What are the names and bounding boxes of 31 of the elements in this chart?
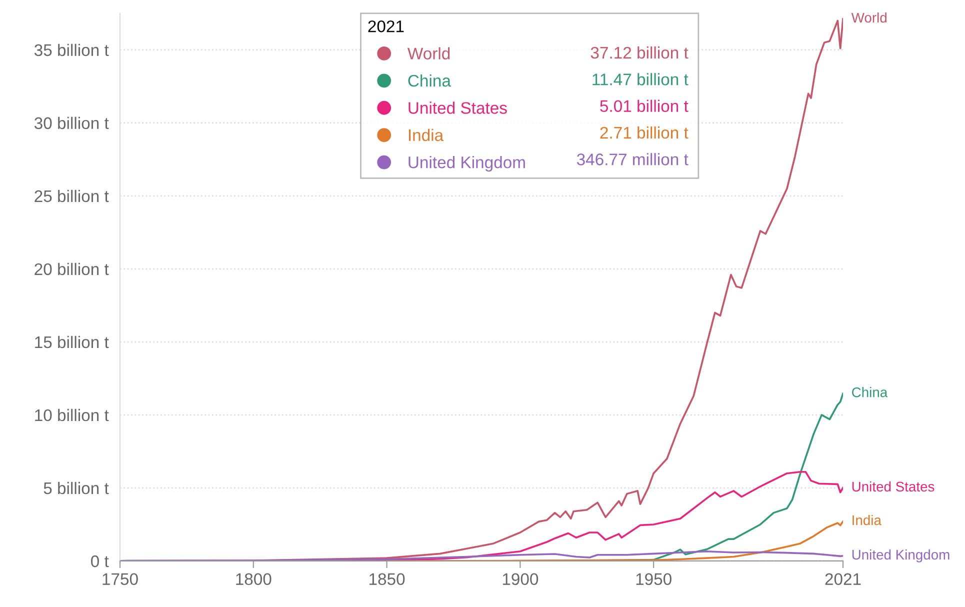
y-tick-label: 10 billion t: [35, 408, 109, 422]
annotation: 37.12 billion t: [590, 46, 688, 59]
x-tick-label: 2021: [825, 573, 861, 586]
y-tick-label: 35 billion t: [34, 44, 109, 56]
text: World: [851, 12, 886, 23]
x-tick-label: 1850: [370, 573, 405, 586]
x-tick-label: 1900: [502, 573, 538, 586]
y-tick-label: 20 billion t: [34, 262, 109, 276]
legend-label: India: [408, 128, 444, 142]
annotation: 11.47 billion t: [592, 73, 688, 86]
annotation: 2.71 billion t: [600, 126, 688, 139]
y-tick-label: 15 billion t: [35, 336, 109, 348]
legend-title: 2021: [368, 20, 404, 32]
y-tick-label: 0 t: [91, 555, 109, 568]
x-tick-label: 1750: [102, 573, 138, 586]
y-tick-label: 5 billion t: [44, 482, 109, 494]
x-tick-label: 1950: [636, 573, 672, 586]
legend-label: United Kingdom: [408, 156, 525, 172]
legend-label: World: [408, 47, 450, 60]
text: China: [852, 387, 888, 398]
annotation: 5.01 billion t: [600, 100, 688, 112]
y-tick-label: 30 billion t: [34, 116, 109, 130]
text: United States: [852, 481, 934, 492]
line-series: [386, 520, 843, 561]
text: India: [852, 514, 882, 526]
y-tick-label: 25 billion t: [34, 190, 109, 202]
legend-label: China: [408, 74, 451, 87]
text: United Kingdom: [852, 549, 950, 562]
annotation: 346.77 million t: [576, 153, 688, 166]
legend-label: United States: [408, 102, 507, 114]
x-tick-label: 1800: [236, 573, 272, 586]
